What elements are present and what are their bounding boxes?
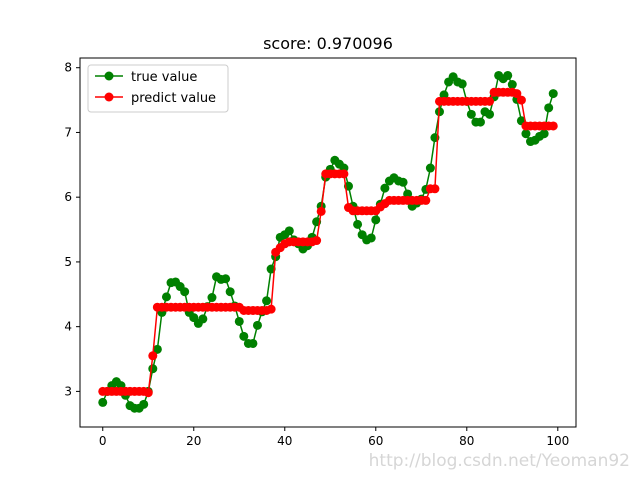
data-point (339, 169, 349, 179)
y-tick-label: 7 (64, 125, 72, 139)
plot-frame (79, 57, 577, 428)
x-tick-label: 40 (277, 434, 292, 448)
y-tick-label: 4 (64, 320, 72, 334)
data-point (521, 129, 531, 139)
data-point (266, 304, 276, 314)
data-point (207, 293, 217, 303)
data-point (366, 233, 376, 243)
data-point (198, 314, 208, 324)
series-line-1 (102, 91, 554, 394)
data-point (139, 399, 149, 409)
data-point (143, 388, 153, 398)
data-point (234, 316, 244, 326)
data-point (262, 296, 272, 306)
data-point (248, 338, 258, 348)
x-tick-label: 80 (459, 434, 474, 448)
data-point (398, 177, 408, 187)
data-point (180, 287, 190, 297)
data-point (548, 121, 558, 131)
data-point (439, 90, 449, 100)
x-tick-label: 0 (99, 434, 107, 448)
x-tick-label: 60 (368, 434, 383, 448)
chart-title: score: 0.970096 (263, 34, 393, 53)
y-tick-label: 6 (64, 190, 72, 204)
data-point (225, 287, 235, 297)
data-point (457, 79, 467, 89)
data-point (371, 215, 381, 225)
series-line-0 (102, 74, 554, 409)
data-point (425, 163, 435, 173)
data-point (380, 183, 390, 193)
data-point (161, 292, 171, 302)
data-point (507, 80, 517, 90)
data-point (512, 89, 522, 99)
data-point (98, 397, 108, 407)
data-point (548, 89, 558, 99)
data-point (485, 96, 495, 106)
data-point (266, 264, 276, 274)
x-tick-label: 20 (186, 434, 201, 448)
x-tick-label: 100 (546, 434, 569, 448)
data-point (503, 70, 513, 80)
data-point (284, 226, 294, 236)
data-point (152, 344, 162, 354)
legend-marker-true (104, 71, 114, 81)
data-point (239, 331, 249, 341)
data-point (221, 274, 231, 284)
data-point (421, 195, 431, 205)
data-point (544, 103, 554, 113)
data-point (148, 364, 158, 374)
legend-label-predict: predict value (131, 91, 216, 106)
legend-label-true: true value (131, 70, 197, 85)
data-point (466, 109, 476, 119)
data-point (312, 236, 322, 246)
data-point (403, 189, 413, 199)
data-point (430, 184, 440, 194)
y-tick-label: 5 (64, 255, 72, 269)
data-point (148, 351, 158, 361)
data-point (516, 95, 526, 105)
legend: true value predict value (87, 64, 229, 113)
data-point (252, 320, 262, 330)
data-point (539, 129, 549, 139)
y-tick-label: 8 (64, 61, 72, 75)
data-point (475, 117, 485, 127)
y-tick-label: 3 (64, 384, 72, 398)
data-point (485, 109, 495, 119)
data-point (316, 206, 326, 216)
data-point (353, 219, 363, 229)
watermark: http://blog.csdn.net/Yeoman92 (369, 451, 630, 471)
legend-marker-predict (104, 92, 114, 102)
